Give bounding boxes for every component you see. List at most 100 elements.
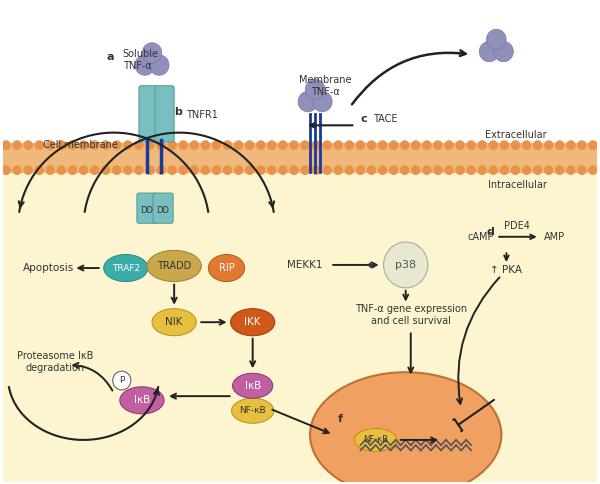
Text: NF-κB: NF-κB	[239, 406, 266, 415]
Text: TNF-α gene expression
and cell survival: TNF-α gene expression and cell survival	[355, 304, 467, 326]
Circle shape	[149, 55, 169, 76]
Circle shape	[35, 166, 43, 174]
Circle shape	[556, 141, 564, 149]
Circle shape	[212, 166, 220, 174]
Circle shape	[124, 141, 132, 149]
Circle shape	[68, 166, 76, 174]
Circle shape	[456, 166, 464, 174]
Circle shape	[135, 166, 143, 174]
Circle shape	[389, 166, 398, 174]
Text: RIP: RIP	[218, 263, 235, 273]
Circle shape	[101, 141, 110, 149]
Circle shape	[68, 141, 76, 149]
Circle shape	[401, 166, 409, 174]
Circle shape	[589, 141, 597, 149]
Circle shape	[434, 141, 442, 149]
Circle shape	[346, 141, 353, 149]
Circle shape	[268, 166, 276, 174]
Circle shape	[511, 141, 520, 149]
Circle shape	[46, 166, 55, 174]
Circle shape	[323, 166, 331, 174]
Bar	[3, 171, 597, 482]
Ellipse shape	[104, 255, 148, 282]
Circle shape	[533, 141, 542, 149]
Circle shape	[245, 166, 254, 174]
Circle shape	[290, 166, 298, 174]
Text: PDE4: PDE4	[503, 221, 529, 231]
Circle shape	[157, 166, 165, 174]
Circle shape	[511, 166, 520, 174]
Circle shape	[494, 42, 514, 62]
Circle shape	[487, 29, 506, 49]
Text: TNFR1: TNFR1	[186, 110, 218, 120]
Text: DD: DD	[157, 206, 170, 215]
Circle shape	[91, 141, 98, 149]
Circle shape	[445, 166, 453, 174]
Circle shape	[91, 166, 98, 174]
Circle shape	[434, 166, 442, 174]
Text: TACE: TACE	[373, 114, 398, 124]
Circle shape	[142, 43, 162, 63]
Text: c: c	[361, 114, 367, 124]
Circle shape	[500, 141, 508, 149]
FancyBboxPatch shape	[155, 86, 174, 142]
Text: Intracellular: Intracellular	[488, 180, 547, 190]
Circle shape	[290, 141, 298, 149]
Circle shape	[212, 141, 220, 149]
Circle shape	[245, 141, 254, 149]
Circle shape	[13, 141, 21, 149]
Text: P: P	[119, 376, 124, 385]
Circle shape	[202, 166, 209, 174]
Circle shape	[389, 141, 398, 149]
Circle shape	[223, 141, 232, 149]
Circle shape	[13, 166, 21, 174]
Circle shape	[467, 166, 475, 174]
Circle shape	[467, 141, 475, 149]
Ellipse shape	[310, 372, 502, 484]
Circle shape	[223, 166, 232, 174]
Circle shape	[478, 141, 486, 149]
Circle shape	[257, 141, 265, 149]
Circle shape	[24, 166, 32, 174]
Text: DD: DD	[140, 206, 154, 215]
Circle shape	[589, 166, 597, 174]
Ellipse shape	[233, 373, 273, 398]
Text: IκB: IκB	[245, 381, 261, 391]
Circle shape	[356, 166, 364, 174]
Circle shape	[312, 166, 320, 174]
Circle shape	[190, 141, 199, 149]
Ellipse shape	[152, 309, 196, 336]
Text: b: b	[174, 107, 182, 117]
Text: IκB: IκB	[134, 395, 150, 405]
Bar	[3, 143, 597, 172]
Circle shape	[412, 141, 420, 149]
Circle shape	[168, 166, 176, 174]
Circle shape	[383, 242, 428, 288]
Circle shape	[179, 141, 187, 149]
Ellipse shape	[120, 387, 164, 414]
Circle shape	[312, 141, 320, 149]
Text: d: d	[486, 227, 494, 237]
Circle shape	[190, 166, 199, 174]
Circle shape	[301, 166, 309, 174]
Text: TRADD: TRADD	[157, 261, 191, 271]
Circle shape	[135, 55, 155, 76]
Circle shape	[113, 166, 121, 174]
Text: TRAF2: TRAF2	[112, 264, 140, 272]
Circle shape	[279, 141, 287, 149]
Circle shape	[334, 166, 342, 174]
Text: MEKK1: MEKK1	[287, 260, 323, 270]
FancyBboxPatch shape	[137, 193, 157, 223]
Circle shape	[523, 141, 530, 149]
Circle shape	[523, 166, 530, 174]
Circle shape	[2, 166, 10, 174]
Circle shape	[113, 371, 131, 390]
Circle shape	[202, 141, 209, 149]
Circle shape	[135, 141, 143, 149]
Circle shape	[313, 91, 332, 112]
Circle shape	[157, 141, 165, 149]
Circle shape	[346, 166, 353, 174]
Circle shape	[500, 166, 508, 174]
Text: e: e	[367, 260, 375, 270]
Circle shape	[235, 141, 242, 149]
